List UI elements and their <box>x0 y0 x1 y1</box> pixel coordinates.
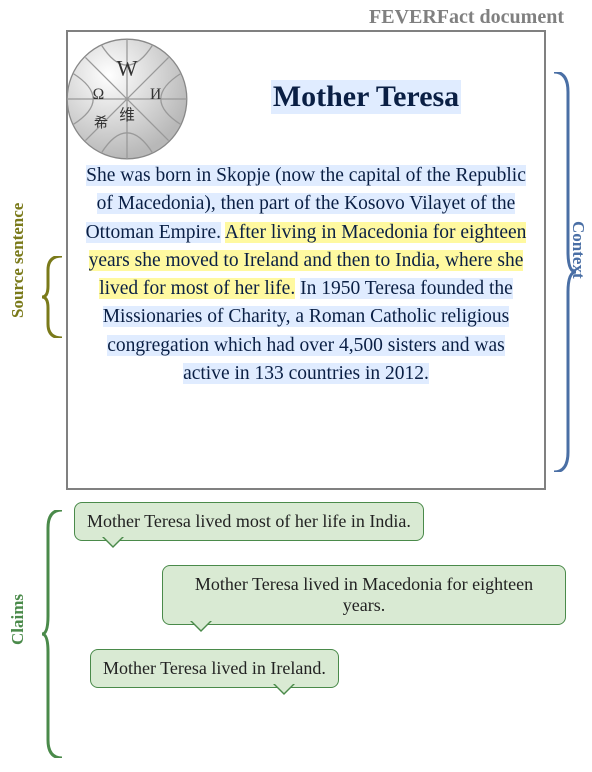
svg-text:W: W <box>117 56 138 81</box>
document-body: She was born in Skopje (now the capital … <box>84 162 528 388</box>
claim-bubble: Mother Teresa lived in Macedonia for eig… <box>162 565 566 625</box>
context-label: Context <box>568 180 588 320</box>
svg-text:И: И <box>150 86 161 103</box>
header-label: FEVERFact document <box>369 6 564 29</box>
claim-bubble: Mother Teresa lived in Ireland. <box>90 649 339 688</box>
svg-text:Ω: Ω <box>93 86 105 103</box>
claims-label: Claims <box>8 570 28 670</box>
svg-text:维: 维 <box>119 106 135 124</box>
claims-bracket-icon <box>42 510 64 758</box>
source-sentence-label: Source sentence <box>8 180 28 340</box>
claim-bubble: Mother Teresa lived most of her life in … <box>74 502 424 541</box>
svg-text:希: 希 <box>94 115 108 132</box>
document-title: Mother Teresa <box>271 80 461 114</box>
claims-area: Mother Teresa lived most of her life in … <box>66 502 566 712</box>
wikipedia-logo-icon: W Ω И 维 希 <box>62 34 192 164</box>
source-bracket-icon <box>42 256 64 338</box>
